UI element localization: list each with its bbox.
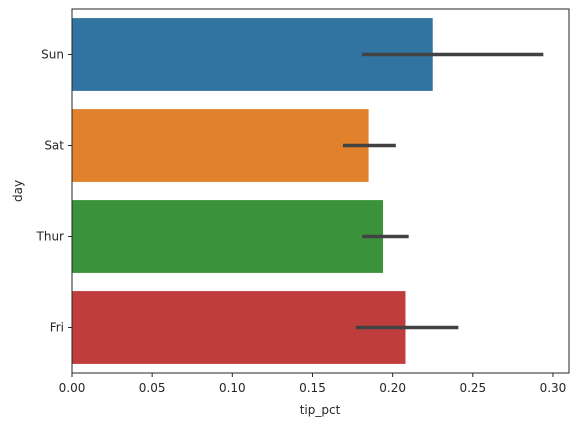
x-tick-label: 0.10	[219, 381, 246, 395]
bar-sat	[72, 109, 369, 182]
x-tick-label: 0.00	[59, 381, 86, 395]
y-tick-label-sun: Sun	[41, 48, 64, 62]
y-tick-label-sat: Sat	[44, 139, 64, 153]
y-tick-label-thur: Thur	[36, 230, 65, 244]
y-axis-label: day	[11, 180, 25, 202]
plot-frame	[71, 8, 570, 374]
x-tick-label: 0.20	[379, 381, 406, 395]
bars-group	[72, 18, 433, 364]
bar-thur	[72, 200, 384, 273]
x-axis-label: tip_pct	[300, 403, 341, 417]
x-tick-label: 0.15	[299, 381, 326, 395]
x-axis-ticks: 0.00 0.05 0.10 0.15 0.20 0.25 0.30	[59, 373, 567, 395]
x-tick-label: 0.05	[139, 381, 166, 395]
x-tick-label: 0.30	[540, 381, 567, 395]
x-tick-label: 0.25	[459, 381, 486, 395]
error-bars-group	[342, 52, 544, 330]
y-tick-label-fri: Fri	[50, 321, 64, 335]
bar-fri	[72, 291, 406, 364]
y-axis-ticks: Sun Sat Thur Fri	[36, 48, 72, 335]
